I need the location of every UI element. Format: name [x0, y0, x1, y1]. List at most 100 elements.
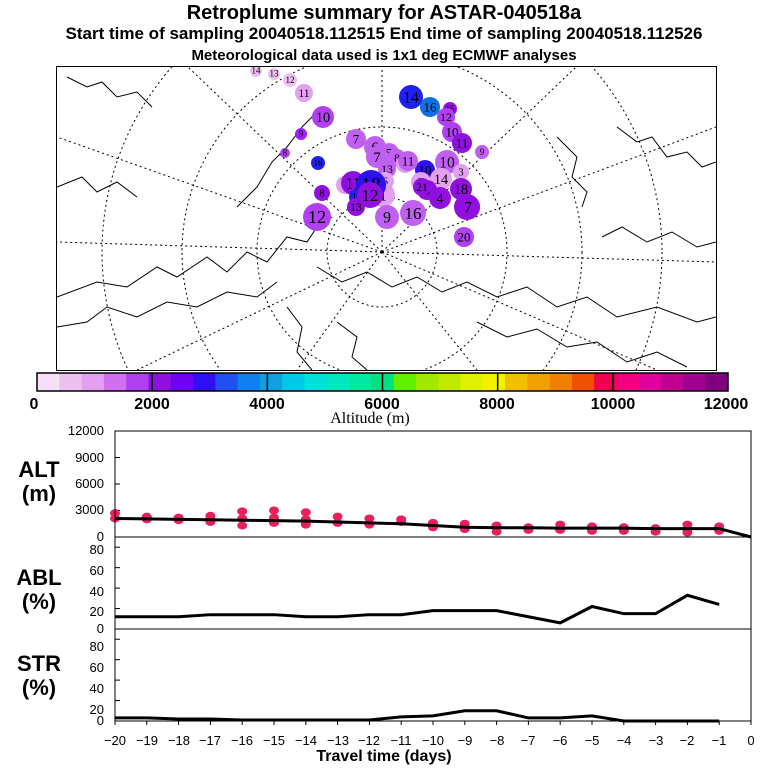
str-tick-label: 0 — [97, 713, 104, 728]
colorbar-tick-label: 2000 — [134, 396, 170, 413]
abl-tick-label: 40 — [90, 584, 104, 599]
colorbar-cell — [259, 373, 283, 391]
colorbar-cell — [170, 373, 194, 391]
x-tick-label: −17 — [199, 733, 221, 748]
x-tick-label: −7 — [521, 733, 536, 748]
colorbar-cell — [349, 373, 372, 391]
cluster-marker — [413, 178, 431, 196]
cluster-marker — [475, 145, 489, 159]
cluster-label: 10 — [316, 110, 330, 126]
cluster-label: 10 — [439, 154, 455, 171]
x-tick-label: −10 — [422, 733, 444, 748]
altitude-point — [332, 512, 343, 521]
cluster-label: 16 — [405, 204, 422, 223]
colorbar-cell — [638, 373, 662, 391]
colorbar-cell — [81, 373, 105, 391]
graticule — [57, 67, 716, 370]
coastlines — [57, 76, 716, 370]
colorbar-cell — [304, 373, 328, 391]
cluster-label: 8 — [394, 152, 400, 165]
colorbar-tick-label: 12000 — [704, 396, 749, 413]
cluster-marker — [453, 164, 469, 180]
cluster-marker — [268, 68, 280, 80]
cluster-label: 1 — [379, 187, 387, 204]
altitude-point — [269, 506, 279, 515]
cluster-marker — [303, 203, 331, 231]
x-tick-label: 0 — [747, 733, 754, 748]
plume-cluster: 8 — [314, 185, 330, 201]
cluster-label: 8 — [319, 189, 324, 200]
colorbar-cell — [549, 373, 573, 391]
colorbar-cell — [282, 373, 305, 391]
cluster-marker — [346, 129, 366, 149]
colorbar-cell — [326, 373, 350, 391]
plume-cluster: 14 — [250, 67, 262, 77]
plume-cluster: 3 — [453, 164, 469, 180]
cluster-label: 4 — [436, 191, 443, 207]
y-ticks — [114, 430, 752, 725]
cluster-marker — [450, 178, 472, 200]
str-tick-label: 60 — [90, 660, 104, 675]
cluster-label: 21 — [416, 181, 428, 194]
x-tick-label: −12 — [358, 733, 380, 748]
altitude-point — [237, 507, 248, 516]
cluster-marker — [452, 133, 472, 153]
colorbar-cell — [616, 373, 640, 391]
alt-label: ALT — [18, 457, 60, 482]
sampling-times: Start time of sampling 20040518.112515 E… — [65, 24, 703, 43]
cluster-label: 5 — [386, 146, 393, 161]
plume-cluster: 12 — [303, 203, 331, 231]
cluster-marker — [280, 148, 290, 158]
cluster-label: 18 — [454, 182, 468, 198]
colorbar-cell — [215, 373, 239, 391]
cluster-label: 3 — [458, 168, 463, 179]
x-axis-title: Travel time (days) — [316, 748, 452, 765]
alt-unit: (m) — [21, 481, 57, 506]
abl-label: ABL — [16, 565, 62, 590]
colorbar-title: Altitude (m) — [330, 410, 410, 427]
altitude-colorbar: 0 2000 4000 6000 8000 10000 12000 Altitu… — [30, 372, 749, 427]
plot-marks — [110, 506, 752, 723]
x-tick-label: −13 — [327, 733, 349, 748]
cluster-label: 12 — [362, 186, 379, 205]
cluster-label: 14 — [403, 89, 419, 106]
cluster-marker — [357, 182, 383, 208]
abl-tick-label: 0 — [97, 621, 104, 636]
x-tick-label: −9 — [458, 733, 473, 748]
x-axis-ticks: −20 −19 −18 −17 −16 −15 −14 −13 −12 −11 … — [104, 733, 755, 748]
plume-cluster: 16 — [311, 156, 325, 170]
plume-cluster: 16 — [400, 200, 426, 226]
plume-cluster: 4 — [429, 187, 451, 209]
colorbar-cell — [482, 373, 506, 391]
plume-cluster: 9 — [375, 205, 399, 229]
x-tick-label: −3 — [649, 733, 664, 748]
str-unit: (%) — [21, 675, 57, 700]
abl-tick-label: 80 — [90, 542, 104, 557]
cluster-marker — [437, 108, 455, 126]
abl-unit: (%) — [21, 589, 57, 614]
plume-cluster: 16 — [420, 97, 440, 117]
cluster-label: 12 — [440, 111, 452, 124]
x-tick-label: −15 — [263, 733, 285, 748]
plume-cluster: 11 — [398, 151, 418, 171]
alt-series-line — [114, 516, 752, 539]
colorbar-cell — [415, 373, 439, 391]
colorbar-tick-label: 6000 — [364, 396, 400, 413]
cluster-label: 14 — [252, 67, 262, 76]
x-tick-label: −5 — [585, 733, 600, 748]
met-data-note: Meteorological data used is 1x1 deg ECMW… — [191, 47, 577, 64]
x-tick-label: −6 — [553, 733, 568, 748]
abl-series-line — [115, 593, 720, 625]
colorbar-cell — [571, 373, 595, 391]
map-canvas: 1413121110981614161512101197657881010131… — [57, 67, 716, 370]
x-tick-label: −14 — [295, 733, 317, 748]
cluster-label: 7 — [373, 150, 380, 166]
cluster-label: 7 — [464, 199, 472, 216]
colorbar-frame — [36, 372, 729, 392]
cluster-label: 20 — [458, 230, 471, 245]
chart-title: Retroplume summary for ASTAR-040518a — [186, 2, 582, 24]
cluster-marker — [399, 85, 423, 109]
cluster-marker — [430, 168, 452, 190]
altitude-point — [491, 527, 502, 536]
plume-cluster: 11 — [295, 84, 313, 102]
